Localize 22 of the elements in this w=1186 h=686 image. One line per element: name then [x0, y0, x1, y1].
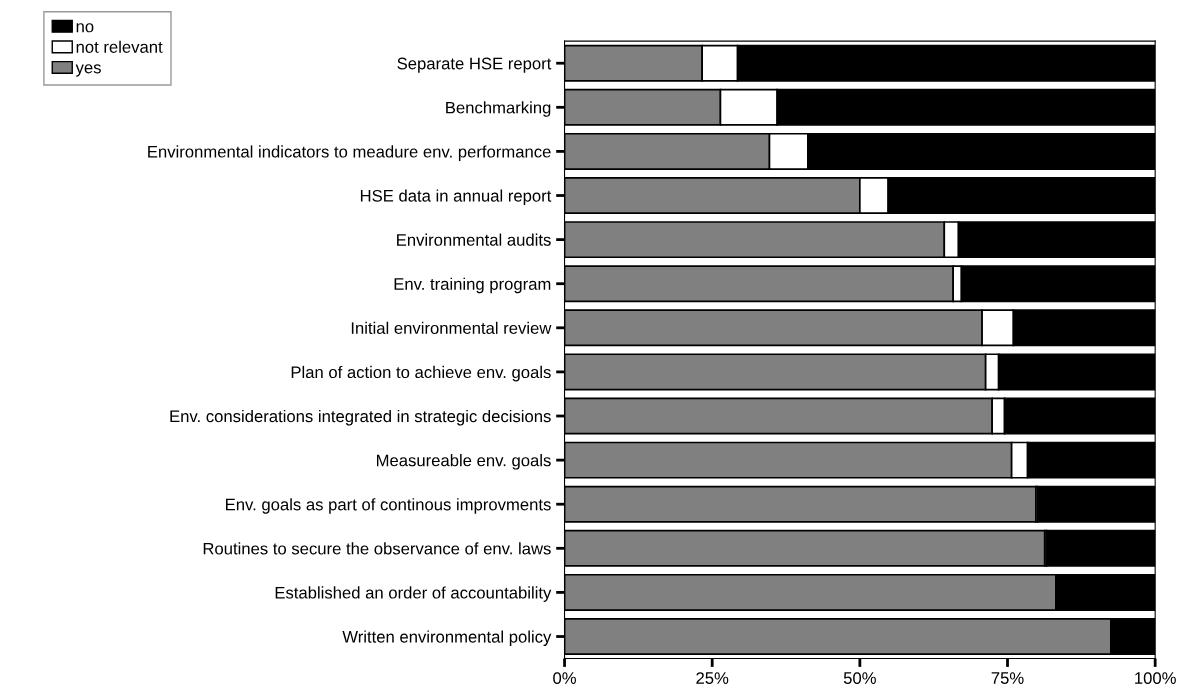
- x-tick-label: 50%: [843, 672, 876, 684]
- legend-label: no: [76, 23, 94, 33]
- legend-label: yes: [75, 64, 101, 77]
- y-tick-label: Established an order of accountability: [275, 586, 552, 602]
- x-tick-label: 75%: [991, 672, 1024, 684]
- y-tick-label: Plan of action to achieve env. goals: [291, 365, 551, 382]
- y-tick-label: Env. considerations integrated in strategic decisions: [170, 409, 551, 426]
- y-tick-label: Separate HSE report: [397, 57, 552, 73]
- y-tick-label: Environmental audits: [397, 233, 551, 246]
- y-tick-label: Initial environmental review: [351, 321, 552, 335]
- y-tick-label: Benchmarking: [446, 101, 551, 117]
- y-tick-label: Written environmental policy: [342, 630, 552, 647]
- y-tick-label: HSE data in annual report: [360, 189, 552, 206]
- x-tick-label: 0%: [553, 672, 576, 684]
- y-tick-label: Env. training program: [394, 277, 551, 294]
- x-tick-label: 100%: [1135, 672, 1176, 684]
- x-tick-label: 25%: [696, 672, 729, 684]
- y-tick-label: Environmental indicators to meadure env. performance: [148, 145, 551, 161]
- y-tick-label: Routines to secure the observance of env. laws: [203, 542, 551, 555]
- y-tick-label: Env. goals as part of continous improvments: [226, 498, 551, 514]
- legend-label: not relevant: [76, 40, 163, 53]
- y-tick-label: Measureable env. goals: [376, 454, 551, 470]
